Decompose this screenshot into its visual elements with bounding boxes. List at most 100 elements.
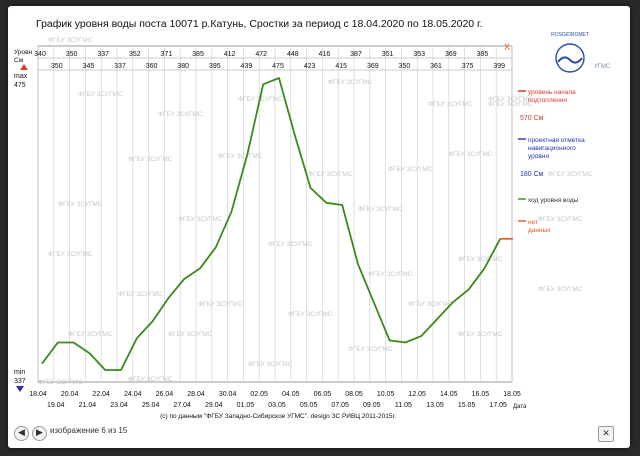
ylabel-line: Уровн bbox=[14, 49, 33, 56]
watermark-text: ФГБУ ЗСУГМС bbox=[168, 331, 213, 338]
top-value-label: 423 bbox=[304, 63, 316, 70]
x-tick-label: 26.04 bbox=[156, 391, 174, 398]
next-image-button[interactable]: ▶ bbox=[32, 426, 47, 441]
top-value-label: 351 bbox=[382, 51, 394, 58]
legend-value: 570 См bbox=[520, 115, 544, 122]
top-value-label: 385 bbox=[477, 51, 489, 58]
watermark-text: ФГБУ ЗСУГМС bbox=[308, 171, 353, 178]
watermark-text: ФГБУ ЗСУГМС bbox=[488, 96, 533, 103]
watermark-text: ФГБУ ЗСУГМС bbox=[388, 166, 433, 173]
watermark-text: ФГБУ ЗСУГМС bbox=[128, 376, 173, 383]
watermark-text: ФГБУ ЗСУГМС bbox=[118, 291, 163, 298]
top-value-label: 472 bbox=[255, 51, 267, 58]
x-tick-label: 21.04 bbox=[79, 402, 97, 409]
x-tick-label: 27.04 bbox=[173, 402, 191, 409]
watermark-text: ФГБУ ЗСУГМС bbox=[268, 241, 313, 248]
watermark-text: ФГБУ ЗСУГМС bbox=[68, 331, 113, 338]
max-value: 475 bbox=[14, 82, 26, 89]
top-value-label: 375 bbox=[462, 63, 474, 70]
x-axis-label: Дата bbox=[513, 404, 527, 410]
close-button[interactable]: ✕ bbox=[598, 426, 614, 442]
watermark-text: ФГБУ ЗСУГМС bbox=[358, 206, 403, 213]
logo-wave-icon bbox=[557, 56, 583, 64]
watermark-text: ФГБУ ЗСУГМС bbox=[428, 101, 473, 108]
legend-text: данных bbox=[528, 227, 551, 234]
watermark-text: ФГБУ ЗСУГМС bbox=[218, 153, 263, 160]
top-value-label: 337 bbox=[97, 51, 109, 58]
watermark-text: ФГБУ ЗСУГМС bbox=[328, 79, 373, 86]
top-row-x-marker: X bbox=[504, 42, 511, 52]
top-value-label: 475 bbox=[272, 63, 284, 70]
watermark-text: ФГБУ ЗСУГМС bbox=[128, 156, 173, 163]
min-arrow-icon bbox=[16, 386, 24, 392]
top-value-label: 439 bbox=[241, 63, 253, 70]
x-tick-label: 18.05 bbox=[503, 391, 521, 398]
top-value-label: 371 bbox=[161, 51, 173, 58]
watermark-text: ФГБУ ЗСУГМС bbox=[48, 251, 93, 258]
legend-value: 180 См bbox=[520, 171, 544, 178]
x-tick-label: 14.05 bbox=[440, 391, 458, 398]
legend-text: нет bbox=[528, 219, 538, 226]
top-value-label: 387 bbox=[350, 51, 362, 58]
top-value-label: 337 bbox=[114, 63, 126, 70]
watermark-text: ФГБУ ЗСУГМС bbox=[158, 111, 203, 118]
x-tick-label: 01.05 bbox=[237, 402, 255, 409]
x-tick-label: 06.05 bbox=[314, 391, 332, 398]
top-value-label: 369 bbox=[445, 51, 457, 58]
x-tick-label: 07.05 bbox=[331, 402, 349, 409]
chart-title: График уровня воды поста 10071 р.Катунь,… bbox=[36, 18, 483, 30]
legend-text: ход уровня воды bbox=[528, 197, 579, 204]
x-tick-label: 15.05 bbox=[458, 402, 476, 409]
x-tick-label: 29.04 bbox=[205, 402, 223, 409]
x-tick-label: 09.05 bbox=[363, 402, 381, 409]
watermark-text: ФГБУ ЗСУГМС bbox=[538, 286, 583, 293]
image-counter: изображение 6 из 15 bbox=[50, 426, 128, 435]
top-value-label: 353 bbox=[413, 51, 425, 58]
x-tick-label: 17.05 bbox=[489, 402, 507, 409]
max-arrow-icon bbox=[20, 64, 28, 70]
x-tick-label: 22.04 bbox=[92, 391, 110, 398]
x-tick-label: 28.04 bbox=[187, 391, 205, 398]
legend-text: навигационного bbox=[528, 145, 576, 152]
watermark-text: ФГБУ ЗСУГМС bbox=[538, 216, 583, 223]
min-label: min bbox=[14, 369, 25, 376]
top-value-label: 416 bbox=[319, 51, 331, 58]
max-label: max bbox=[14, 73, 28, 80]
top-value-label: 448 bbox=[287, 51, 299, 58]
x-tick-label: 16.05 bbox=[472, 391, 490, 398]
x-tick-label: 25.04 bbox=[142, 402, 160, 409]
watermark-text: ФГБУ ЗСУГМС bbox=[368, 271, 413, 278]
top-value-label: 415 bbox=[335, 63, 347, 70]
watermark-text: ФГБУ ЗСУГМС bbox=[348, 346, 393, 353]
watermark-text: ФГБУ ЗСУГМС bbox=[178, 216, 223, 223]
footer-credit: (с) по данным "ФГБУ Западно-Сибирское УГ… bbox=[160, 412, 396, 420]
watermark-text: ФГБУ ЗСУГМС bbox=[288, 311, 333, 318]
water-level-chart: ФГБУ ЗСУГМС ФГБУ ЗСУГМС ФГБУ ЗСУГМС ФГБУ ЗС… bbox=[14, 32, 611, 420]
x-tick-label: 13.05 bbox=[426, 402, 444, 409]
watermark-text: ФГБУ ЗСУГМС bbox=[248, 361, 293, 368]
x-tick-label: 18.04 bbox=[29, 391, 47, 398]
watermark-text: ФГБУ ЗСУГМС bbox=[408, 301, 453, 308]
legend-text: подтопления bbox=[528, 97, 567, 104]
prev-image-button[interactable]: ◀ bbox=[14, 426, 29, 441]
top-value-label: 345 bbox=[83, 63, 95, 70]
x-tick-label: 08.05 bbox=[345, 391, 363, 398]
x-tick-label: 04.05 bbox=[282, 391, 300, 398]
legend-text: проектная отметка bbox=[528, 137, 585, 144]
logo-icon bbox=[555, 43, 585, 73]
logo-text: ROSGIDROMET bbox=[551, 32, 589, 38]
chart-window: График уровня воды поста 10071 р.Катунь,… bbox=[8, 6, 630, 448]
watermark-text: ФГБУ ЗСУГМС bbox=[448, 151, 493, 158]
top-value-label: 352 bbox=[129, 51, 141, 58]
watermark-text: ФГБУ ЗСУГМС bbox=[48, 37, 93, 44]
watermark-text: ФГБУ ЗСУГМС bbox=[78, 91, 123, 98]
ylabel-line: См bbox=[14, 57, 24, 64]
top-value-label: 350 bbox=[66, 51, 78, 58]
logo-subtext: УГМС bbox=[594, 64, 611, 70]
top-value-label: 385 bbox=[192, 51, 204, 58]
x-tick-label: 30.04 bbox=[219, 391, 237, 398]
x-tick-label: 11.05 bbox=[395, 402, 412, 409]
watermark-text: ФГБУ ЗСУГМС bbox=[488, 101, 533, 108]
watermark-text: ФГБУ ЗСУГМС bbox=[458, 331, 503, 338]
top-value-label: 369 bbox=[367, 63, 379, 70]
